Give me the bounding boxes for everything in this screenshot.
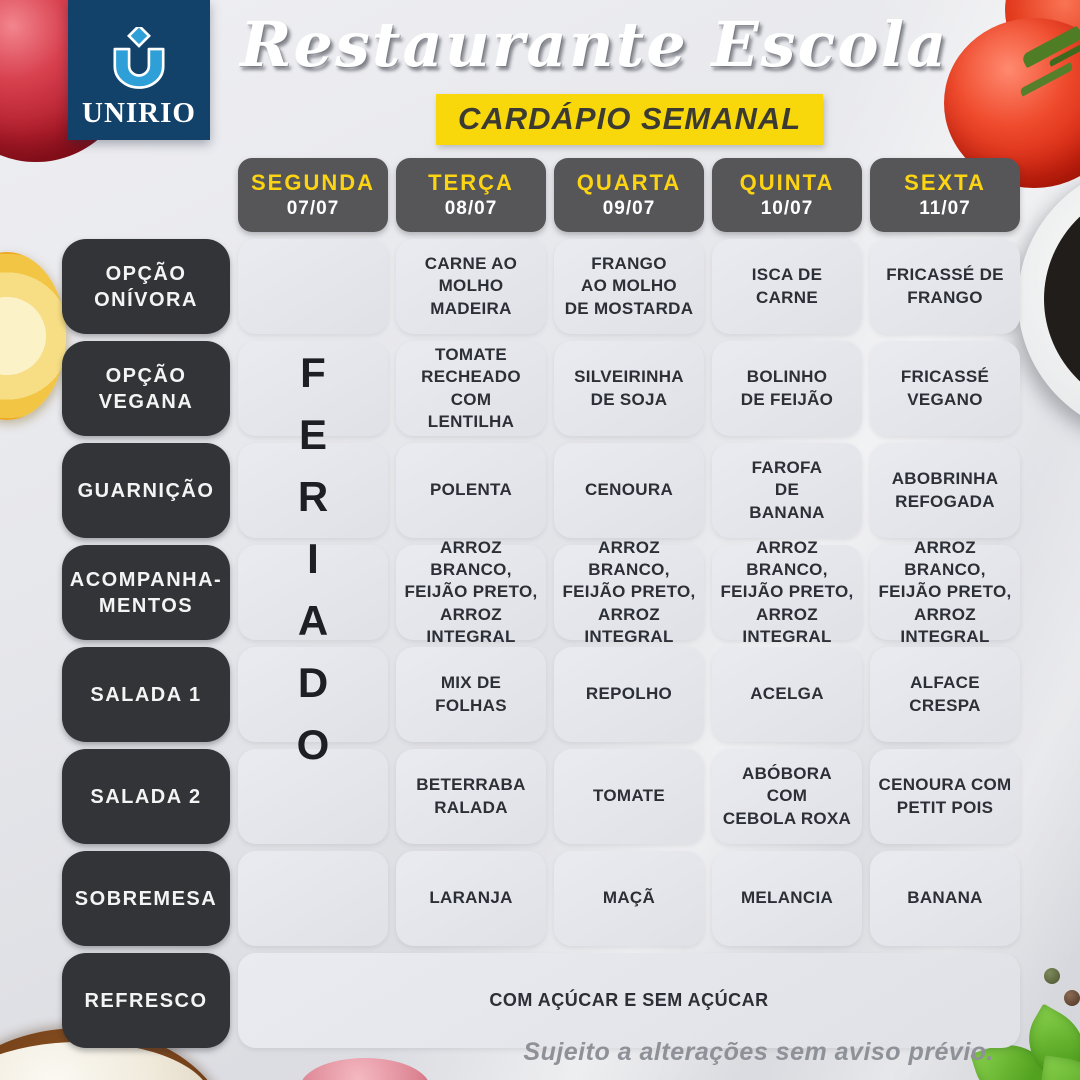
menu-cell: LARANJA: [396, 851, 546, 946]
row-label-acompanhamentos: ACOMPANHA- MENTOS: [62, 545, 230, 640]
menu-cell: TOMATE: [554, 749, 704, 844]
row-label-guarnicao: GUARNIÇÃO: [62, 443, 230, 538]
day-name: QUARTA: [576, 170, 682, 195]
row-label-refresco: REFRESCO: [62, 953, 230, 1048]
menu-cell: FRANGO AO MOLHO DE MOSTARDA: [554, 239, 704, 334]
day-name: SEGUNDA: [250, 170, 375, 195]
unirio-logo-text: UNIRIO: [82, 97, 196, 129]
menu-cell: FRICASSÉ VEGANO: [870, 341, 1020, 436]
menu-cell: CENOURA COM PETIT POIS: [870, 749, 1020, 844]
menu-cell: BOLINHO DE FEIJÃO: [712, 341, 862, 436]
menu-cell: MELANCIA: [712, 851, 862, 946]
menu-table: SEGUNDA 07/07 TERÇA 08/07 QUARTA 09/07 Q…: [62, 158, 1020, 1048]
menu-cell-refresco: COM AÇÚCAR E SEM AÇÚCAR: [238, 953, 1020, 1048]
lemon-slice-photo: [0, 252, 66, 420]
page-title: Restaurante Escola: [240, 8, 949, 81]
menu-cell: ABOBRINHA REFOGADA: [870, 443, 1020, 538]
day-header-terca: TERÇA 08/07: [396, 158, 546, 232]
day-date: 07/07: [286, 198, 340, 219]
menu-cell: [238, 647, 388, 742]
menu-cell: [238, 239, 388, 334]
day-date: 09/07: [602, 198, 656, 219]
row-label-salada-2: SALADA 2: [62, 749, 230, 844]
menu-cell: [238, 851, 388, 946]
menu-cell: [238, 341, 388, 436]
menu-cell: CENOURA: [554, 443, 704, 538]
menu-cell: SILVEIRINHA DE SOJA: [554, 341, 704, 436]
menu-cell: ARROZ BRANCO, FEIJÃO PRETO, ARROZ INTEGR…: [712, 538, 862, 646]
row-label-opcao-onivora: OPÇÃO ONÍVORA: [62, 239, 230, 334]
unirio-logo: UNIRIO: [68, 0, 210, 140]
menu-cell: CARNE AO MOLHO MADEIRA: [396, 239, 546, 334]
day-date: 11/07: [919, 198, 971, 219]
day-header-quarta: QUARTA 09/07: [554, 158, 704, 232]
day-header-sexta: SEXTA 11/07: [870, 158, 1020, 232]
menu-cell: ARROZ BRANCO, FEIJÃO PRETO, ARROZ INTEGR…: [554, 538, 704, 646]
day-date: 08/07: [444, 198, 498, 219]
row-label-salada-1: SALADA 1: [62, 647, 230, 742]
menu-cell: FAROFA DE BANANA: [712, 443, 862, 538]
menu-cell: ISCA DE CARNE: [712, 239, 862, 334]
menu-cell: ABÓBORA COM CEBOLA ROXA: [712, 749, 862, 844]
disclaimer-note: Sujeito a alterações sem aviso prévio.: [523, 1038, 994, 1066]
garnish-photo: [300, 1058, 430, 1080]
unirio-u-icon: [113, 27, 165, 89]
menu-cell: BANANA: [870, 851, 1020, 946]
menu-cell: [238, 749, 388, 844]
menu-cell: MAÇÃ: [554, 851, 704, 946]
menu-cell: BETERRABA RALADA: [396, 749, 546, 844]
menu-cell: ACELGA: [712, 647, 862, 742]
menu-cell: MIX DE FOLHAS: [396, 647, 546, 742]
day-name: TERÇA: [428, 170, 514, 195]
menu-cell: ARROZ BRANCO, FEIJÃO PRETO, ARROZ INTEGR…: [870, 538, 1020, 646]
day-name: SEXTA: [904, 170, 986, 195]
menu-cell: REPOLHO: [554, 647, 704, 742]
row-label-sobremesa: SOBREMESA: [62, 851, 230, 946]
day-date: 10/07: [760, 198, 814, 219]
menu-cell: FRICASSÉ DE FRANGO: [870, 239, 1020, 334]
subtitle-banner: CARDÁPIO SEMANAL: [436, 94, 824, 145]
menu-cell: TOMATE RECHEADO COM LENTILHA: [396, 341, 546, 436]
menu-cell: [238, 545, 388, 640]
menu-cell: ARROZ BRANCO, FEIJÃO PRETO, ARROZ INTEGR…: [396, 538, 546, 646]
row-label-opcao-vegana: OPÇÃO VEGANA: [62, 341, 230, 436]
menu-cell: POLENTA: [396, 443, 546, 538]
peppercorn-bowl-photo: [1018, 160, 1080, 440]
table-corner-spacer: [62, 158, 230, 232]
day-name: QUINTA: [739, 170, 835, 195]
menu-cell: ALFACE CRESPA: [870, 647, 1020, 742]
menu-cell: [238, 443, 388, 538]
day-header-quinta: QUINTA 10/07: [712, 158, 862, 232]
day-header-segunda: SEGUNDA 07/07: [238, 158, 388, 232]
